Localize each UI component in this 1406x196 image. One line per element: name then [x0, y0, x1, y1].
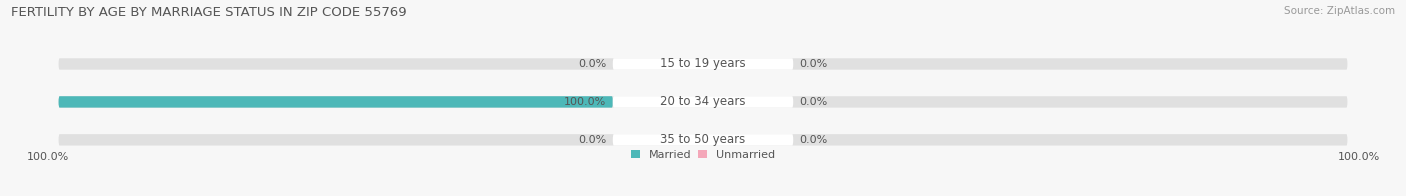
- Text: 20 to 34 years: 20 to 34 years: [661, 95, 745, 108]
- Text: 100.0%: 100.0%: [27, 152, 69, 162]
- FancyBboxPatch shape: [613, 58, 793, 70]
- Text: 0.0%: 0.0%: [800, 59, 828, 69]
- Text: 100.0%: 100.0%: [564, 97, 606, 107]
- FancyBboxPatch shape: [613, 96, 793, 108]
- Text: 0.0%: 0.0%: [800, 135, 828, 145]
- FancyBboxPatch shape: [59, 58, 1347, 70]
- Text: 100.0%: 100.0%: [1337, 152, 1379, 162]
- Text: 0.0%: 0.0%: [800, 97, 828, 107]
- FancyBboxPatch shape: [59, 134, 1347, 146]
- Legend: Married, Unmarried: Married, Unmarried: [627, 146, 779, 165]
- Text: 15 to 19 years: 15 to 19 years: [661, 57, 745, 71]
- Text: 0.0%: 0.0%: [578, 59, 606, 69]
- FancyBboxPatch shape: [613, 134, 793, 146]
- Text: 0.0%: 0.0%: [578, 135, 606, 145]
- Text: FERTILITY BY AGE BY MARRIAGE STATUS IN ZIP CODE 55769: FERTILITY BY AGE BY MARRIAGE STATUS IN Z…: [11, 6, 406, 19]
- FancyBboxPatch shape: [59, 96, 1347, 108]
- FancyBboxPatch shape: [59, 96, 613, 108]
- Text: 35 to 50 years: 35 to 50 years: [661, 133, 745, 146]
- Text: Source: ZipAtlas.com: Source: ZipAtlas.com: [1284, 6, 1395, 16]
